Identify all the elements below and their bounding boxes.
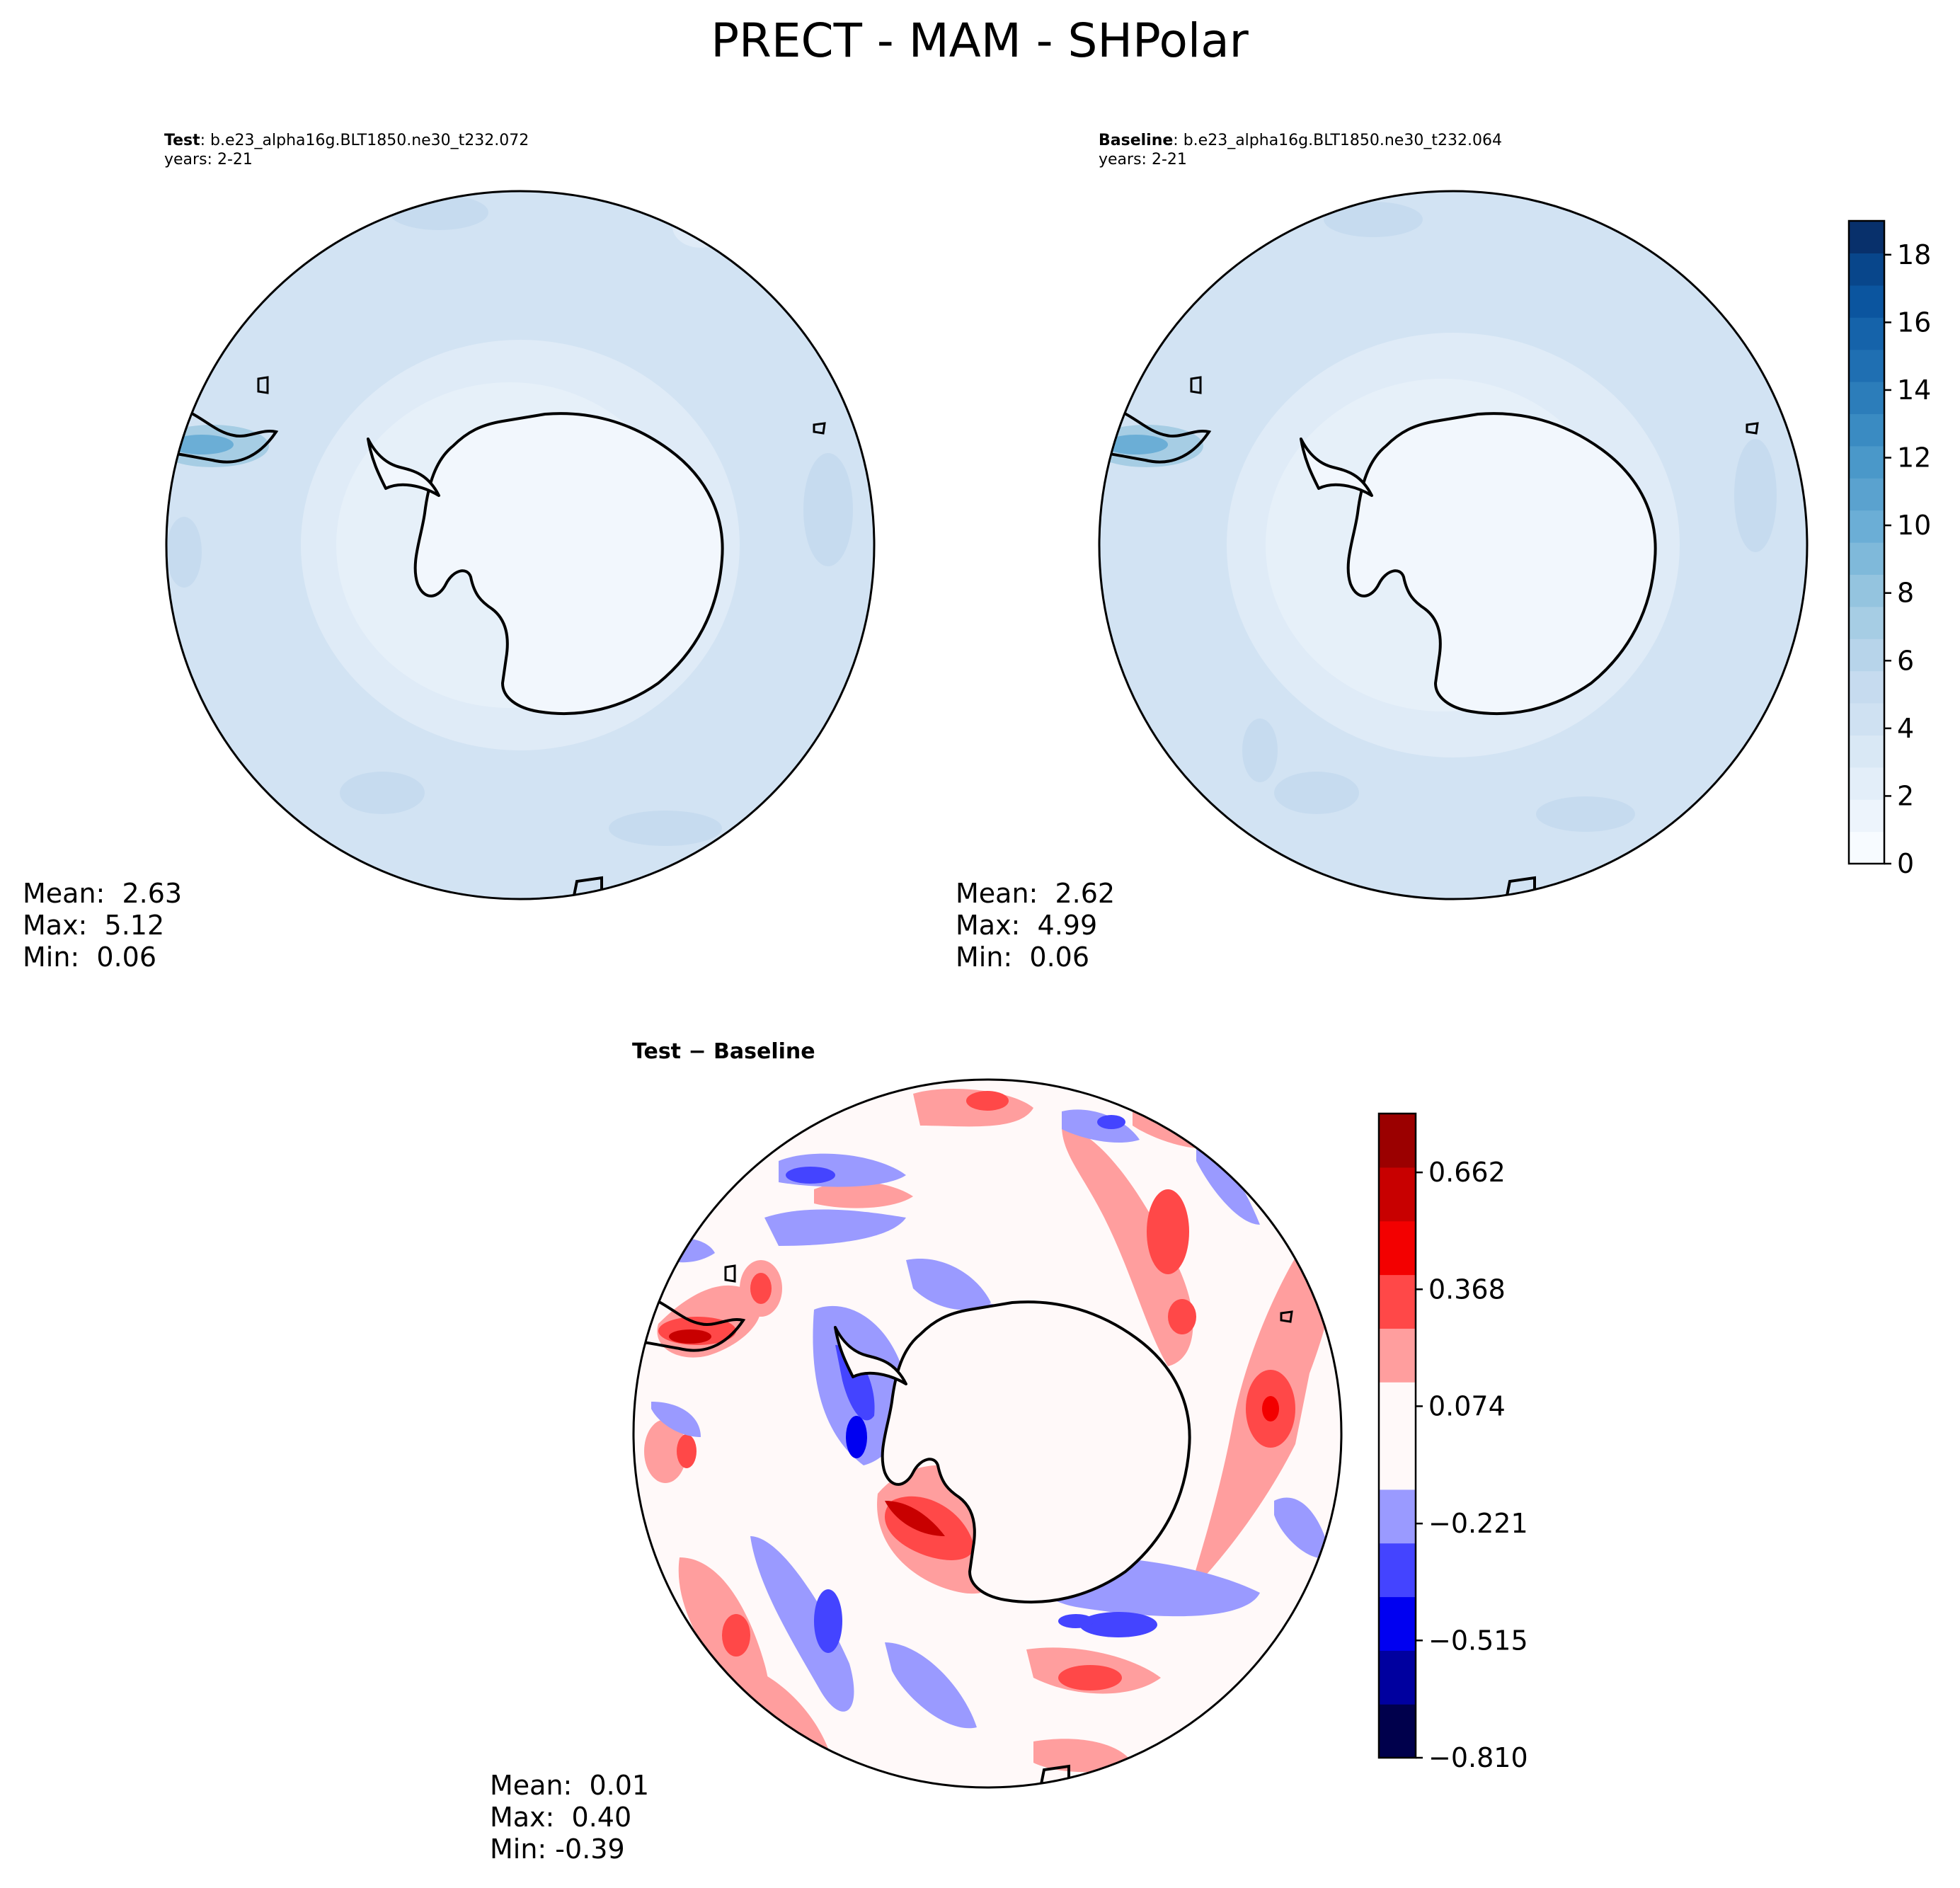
precip-colorbar-segment bbox=[1849, 767, 1884, 800]
test-map-outline bbox=[165, 190, 876, 900]
difference-colorbar-segment bbox=[1379, 1436, 1416, 1490]
precip-colorbar-segment bbox=[1849, 831, 1884, 864]
baseline-island-1 bbox=[1190, 376, 1202, 394]
precip-colorbar-tick-label: 2 bbox=[1897, 780, 1914, 811]
precip-colorbar-segment bbox=[1849, 606, 1884, 639]
difference-colorbar-tick-label: 0.074 bbox=[1428, 1390, 1506, 1421]
baseline-stat-mean: Mean: 2.62 bbox=[956, 878, 1115, 909]
precip-colorbar-tick-label: 18 bbox=[1897, 239, 1931, 270]
precip-colorbar-segment bbox=[1849, 639, 1884, 672]
precip-colorbar-segment bbox=[1849, 317, 1884, 350]
baseline-panel-header: Baseline: b.e23_alpha16g.BLT1850.ne30_t2… bbox=[1099, 132, 1502, 149]
baseline-panel-label-case: : b.e23_alpha16g.BLT1850.ne30_t232.064 bbox=[1173, 132, 1502, 149]
difference-colorbar-segment bbox=[1379, 1220, 1416, 1276]
precip-colorbar-segment bbox=[1849, 510, 1884, 543]
test-panel-label-case: : b.e23_alpha16g.BLT1850.ne30_t232.072 bbox=[200, 132, 529, 149]
test-panel-years: years: 2-21 bbox=[164, 151, 253, 168]
precip-colorbar-tick-label: 0 bbox=[1897, 848, 1914, 879]
difference-colorbar-segment bbox=[1379, 1596, 1416, 1651]
precip-colorbar-segment bbox=[1849, 253, 1884, 286]
precip-colorbar-segment bbox=[1849, 542, 1884, 575]
difference-map-outline bbox=[632, 1078, 1343, 1789]
precip-colorbar-segment bbox=[1849, 799, 1884, 833]
baseline-panel: Baseline: b.e23_alpha16g.BLT1850.ne30_t2… bbox=[956, 132, 1931, 973]
precip-colorbar-tick-label: 4 bbox=[1897, 713, 1914, 744]
difference-island-1 bbox=[724, 1264, 736, 1283]
precip-colorbar-segment bbox=[1849, 703, 1884, 736]
precip-colorbar-tick-label: 12 bbox=[1897, 442, 1931, 474]
difference-colorbar-segment bbox=[1379, 1489, 1416, 1544]
difference-stat-max: Max: 0.40 bbox=[490, 1802, 631, 1833]
difference-colorbar-tick-label: −0.810 bbox=[1428, 1742, 1528, 1773]
baseline-map bbox=[1099, 191, 1807, 899]
baseline-south-america-coast bbox=[1099, 401, 1212, 464]
precip-colorbar-tick-label: 8 bbox=[1897, 578, 1914, 609]
precip-colorbar-segment bbox=[1849, 413, 1884, 447]
difference-colorbar-segment bbox=[1379, 1274, 1416, 1329]
difference-south-america-coast bbox=[634, 1290, 746, 1352]
difference-island-2 bbox=[1280, 1310, 1293, 1323]
difference-panel-label: Test − Baseline bbox=[632, 1039, 815, 1064]
baseline-island-2 bbox=[1746, 422, 1759, 435]
precip-colorbar-segment bbox=[1849, 221, 1884, 253]
difference-map bbox=[634, 1080, 1341, 1787]
test-south-america-coast bbox=[166, 401, 279, 464]
precip-colorbar-segment bbox=[1849, 382, 1884, 414]
test-stat-min: Min: 0.06 bbox=[23, 942, 156, 973]
baseline-panel-label-bold: Baseline bbox=[1099, 132, 1173, 149]
difference-colorbar-segment bbox=[1379, 1167, 1416, 1222]
precip-colorbar-segment bbox=[1849, 445, 1884, 479]
precip-colorbar-frame bbox=[1847, 219, 1886, 865]
difference-colorbar-segment bbox=[1379, 1114, 1416, 1168]
test-panel-header: Test: b.e23_alpha16g.BLT1850.ne30_t232.0… bbox=[164, 132, 529, 149]
test-stat-mean: Mean: 2.63 bbox=[23, 878, 182, 909]
precip-colorbar-segment bbox=[1849, 349, 1884, 382]
test-panel: Test: b.e23_alpha16g.BLT1850.ne30_t232.0… bbox=[23, 132, 876, 973]
precip-colorbar-segment bbox=[1849, 670, 1884, 704]
difference-panel: Test − Baseline bbox=[490, 1039, 1528, 1865]
test-island-1 bbox=[257, 376, 269, 394]
difference-contours bbox=[644, 1088, 1334, 1773]
difference-colorbar: −0.810 −0.515 −0.221 0.074 0.368 0.662 bbox=[1377, 1112, 1528, 1773]
difference-stat-mean: Mean: 0.01 bbox=[490, 1770, 649, 1801]
precip-colorbar-segment bbox=[1849, 478, 1884, 511]
test-stat-max: Max: 5.12 bbox=[23, 910, 164, 941]
difference-colorbar-segment bbox=[1379, 1382, 1416, 1436]
difference-colorbar-tick-label: −0.515 bbox=[1428, 1625, 1528, 1656]
difference-colorbar-tick-label: 0.662 bbox=[1428, 1157, 1506, 1188]
baseline-stat-min: Min: 0.06 bbox=[956, 942, 1089, 973]
precip-colorbar-tick-label: 6 bbox=[1897, 645, 1914, 676]
difference-australia-coast bbox=[1039, 1764, 1070, 1787]
difference-stat-min: Min: -0.39 bbox=[490, 1833, 625, 1865]
baseline-colorbar: 0 2 4 6 8 10 12 14 16 18 bbox=[1847, 219, 1931, 879]
test-map bbox=[166, 191, 874, 899]
precip-colorbar-tick-label: 14 bbox=[1897, 374, 1931, 406]
precip-colorbar-segment bbox=[1849, 285, 1884, 318]
difference-colorbar-tick-label: 0.368 bbox=[1428, 1274, 1506, 1305]
baseline-map-outline bbox=[1098, 190, 1809, 900]
test-panel-label-bold: Test bbox=[164, 132, 200, 149]
difference-colorbar-frame bbox=[1377, 1112, 1417, 1759]
precip-colorbar-tick-label: 10 bbox=[1897, 510, 1931, 541]
difference-colorbar-segment bbox=[1379, 1328, 1416, 1383]
figure-title: PRECT - MAM - SHPolar bbox=[711, 13, 1249, 68]
difference-colorbar-segment bbox=[1379, 1704, 1416, 1758]
baseline-australia-coast bbox=[1505, 876, 1536, 899]
difference-colorbar-segment bbox=[1379, 1650, 1416, 1705]
precip-colorbar-segment bbox=[1849, 735, 1884, 768]
precip-colorbar-segment bbox=[1849, 574, 1884, 607]
difference-colorbar-segment bbox=[1379, 1543, 1416, 1598]
test-australia-coast bbox=[572, 876, 603, 899]
precip-colorbar-tick-label: 16 bbox=[1897, 307, 1931, 338]
test-island-2 bbox=[813, 422, 826, 435]
difference-colorbar-tick-label: −0.221 bbox=[1428, 1508, 1528, 1539]
baseline-stat-max: Max: 4.99 bbox=[956, 910, 1097, 941]
baseline-panel-years: years: 2-21 bbox=[1099, 151, 1187, 168]
